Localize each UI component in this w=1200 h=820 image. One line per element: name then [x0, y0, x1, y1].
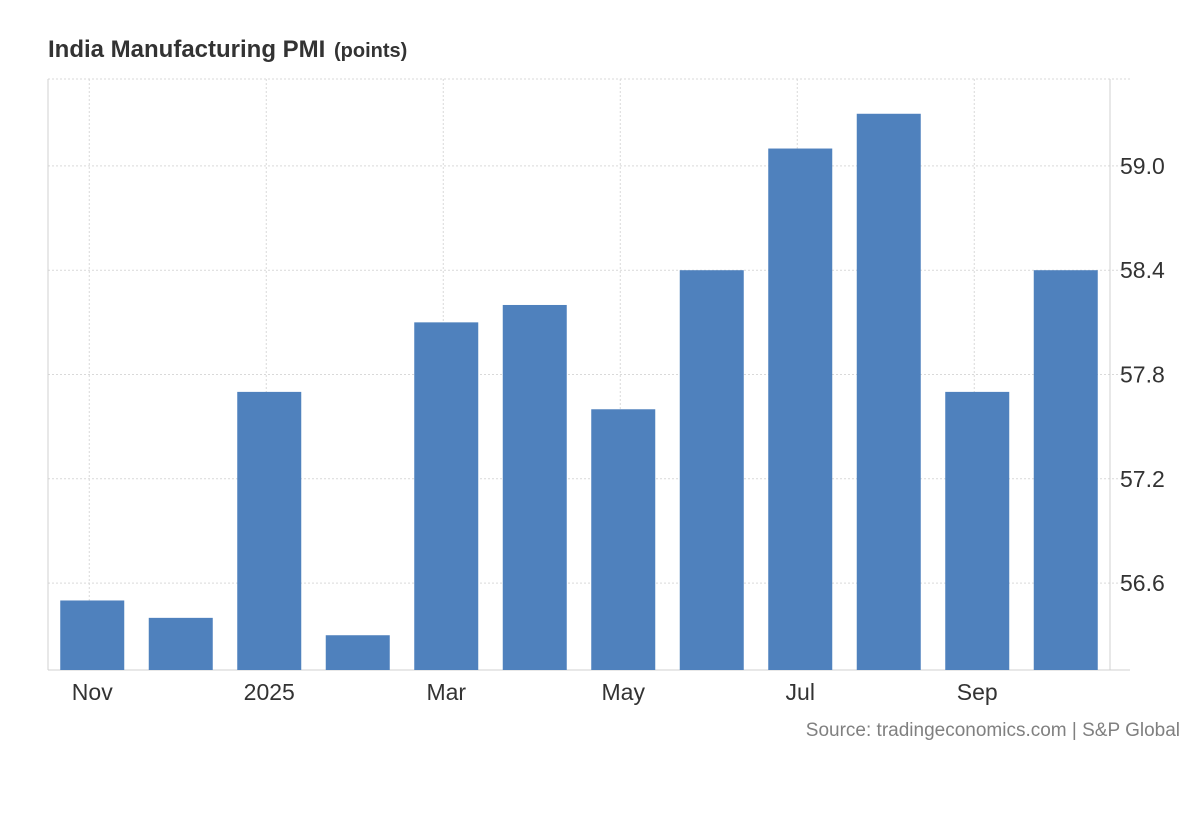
- y-tick-label-3: 58.4: [1120, 257, 1165, 283]
- bar-11: [1033, 270, 1098, 670]
- chart-title-unit: (points): [334, 40, 408, 62]
- bar-7: [679, 270, 744, 670]
- chart-title: India Manufacturing PMI (points): [48, 36, 407, 64]
- bar-5: [502, 304, 567, 670]
- x-tick-label-5: Sep: [957, 679, 998, 705]
- x-tick-label-3: May: [602, 679, 646, 705]
- x-tick-label-0: Nov: [72, 679, 113, 705]
- y-tick-label-1: 57.2: [1120, 466, 1165, 492]
- bar-chart: 56.6 57.2 57.8 58.4 59.0 Nov 2025 Mar May Jul Sep: [47, 78, 1165, 705]
- source-note: Source: tradingeconomics.com | S&P Globa…: [805, 720, 1180, 741]
- bar-9: [856, 113, 921, 670]
- x-tick-label-4: Jul: [786, 679, 815, 705]
- bar-0: [60, 600, 125, 670]
- bar-2: [237, 391, 302, 670]
- x-tick-label-2: Mar: [426, 679, 466, 705]
- y-tick-label-0: 56.6: [1120, 570, 1165, 596]
- x-tick-label-1: 2025: [244, 679, 295, 705]
- bar-1: [148, 617, 213, 670]
- bar-8: [768, 148, 833, 670]
- y-tick-label-2: 57.8: [1120, 362, 1165, 388]
- y-tick-label-4: 59.0: [1120, 153, 1165, 179]
- bar-6: [591, 409, 656, 670]
- bar-4: [414, 322, 479, 670]
- chart-title-text: India Manufacturing PMI: [48, 36, 326, 63]
- bar-10: [945, 391, 1010, 670]
- bar-3: [325, 635, 390, 670]
